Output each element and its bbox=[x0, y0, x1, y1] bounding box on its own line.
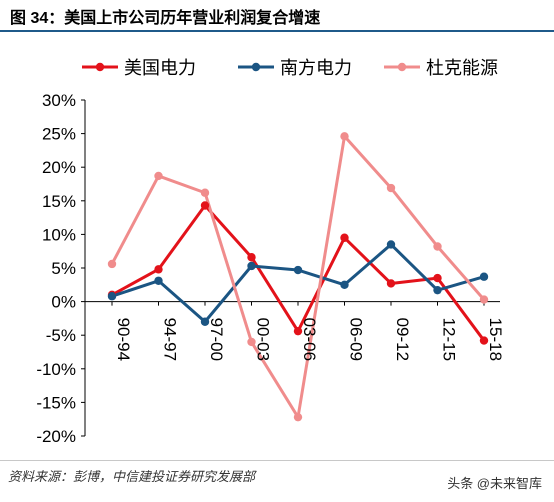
series-2-point bbox=[433, 285, 442, 295]
source-note: 资料来源：彭博，中信建投证券研究发展部 bbox=[8, 469, 256, 484]
series-1-point bbox=[340, 233, 349, 242]
series-3-point bbox=[107, 259, 117, 269]
series-3-point bbox=[386, 183, 396, 193]
series-2-point bbox=[340, 280, 349, 289]
series-3-point bbox=[433, 242, 442, 251]
series-3-point bbox=[154, 171, 163, 181]
x-tick-label: 94-97 bbox=[161, 318, 180, 361]
series-1-point bbox=[247, 253, 256, 262]
series-3-point bbox=[200, 188, 210, 197]
series-1-point bbox=[386, 279, 396, 288]
series-1-point bbox=[154, 265, 163, 274]
series-1-point bbox=[293, 326, 303, 336]
divider bbox=[0, 460, 554, 461]
legend-label: 美国电力 bbox=[124, 58, 196, 79]
series-2-point bbox=[386, 240, 396, 249]
series-3-point bbox=[340, 132, 349, 141]
x-tick-label: 09-12 bbox=[393, 318, 412, 361]
title-bar: 图 34：美国上市公司历年营业利润复合增速 bbox=[0, 0, 554, 32]
x-tick-label: 06-09 bbox=[347, 318, 366, 361]
series-2-point bbox=[107, 292, 117, 301]
x-tick-label: 15-18 bbox=[486, 318, 505, 361]
series-2-point bbox=[154, 276, 163, 285]
x-tick-label: 90-94 bbox=[114, 318, 133, 361]
legend-label: 杜克能源 bbox=[426, 58, 498, 79]
series-3-point bbox=[293, 412, 303, 422]
y-tick-label: -15% bbox=[36, 393, 76, 412]
y-tick-label: 30% bbox=[42, 91, 76, 110]
series-2-point bbox=[479, 272, 489, 281]
series-line-3 bbox=[110, 134, 486, 419]
y-tick-label: 20% bbox=[42, 158, 76, 177]
x-tick-label: 00-03 bbox=[254, 318, 273, 361]
series-1-point bbox=[479, 336, 489, 345]
y-tick-label: -10% bbox=[36, 360, 76, 379]
series-3-point bbox=[479, 295, 489, 304]
legend-label: 南方电力 bbox=[280, 58, 352, 79]
chart-title: 图 34：美国上市公司历年营业利润复合增速 bbox=[10, 10, 321, 27]
series-1-point bbox=[433, 273, 442, 283]
y-tick-label: 25% bbox=[42, 125, 76, 144]
series-2-point bbox=[247, 261, 256, 271]
series-3-point bbox=[247, 337, 256, 347]
series-1-point bbox=[200, 201, 210, 210]
y-tick-label: -5% bbox=[46, 326, 76, 345]
x-tick-label: 97-00 bbox=[207, 318, 226, 361]
series-2-point bbox=[200, 317, 210, 326]
watermark: 头条 @未来智库 bbox=[443, 472, 546, 493]
legend-marker bbox=[95, 62, 105, 72]
y-tick-label: 10% bbox=[42, 225, 76, 244]
y-tick-label: 5% bbox=[51, 259, 76, 278]
y-tick-label: -20% bbox=[36, 427, 76, 446]
series-2-point bbox=[293, 265, 303, 275]
line-chart: 30% 25% 20% 15% 10% 5% 0% -5% -10% -15% -20% 90-94 9… bbox=[36, 58, 505, 446]
y-tick-label: 0% bbox=[51, 293, 76, 312]
x-tick-label: 12-15 bbox=[440, 318, 459, 361]
legend-marker bbox=[251, 62, 261, 72]
y-tick-label: 15% bbox=[42, 192, 76, 211]
x-tick-label: 03-06 bbox=[300, 318, 319, 361]
legend-marker bbox=[397, 62, 407, 72]
